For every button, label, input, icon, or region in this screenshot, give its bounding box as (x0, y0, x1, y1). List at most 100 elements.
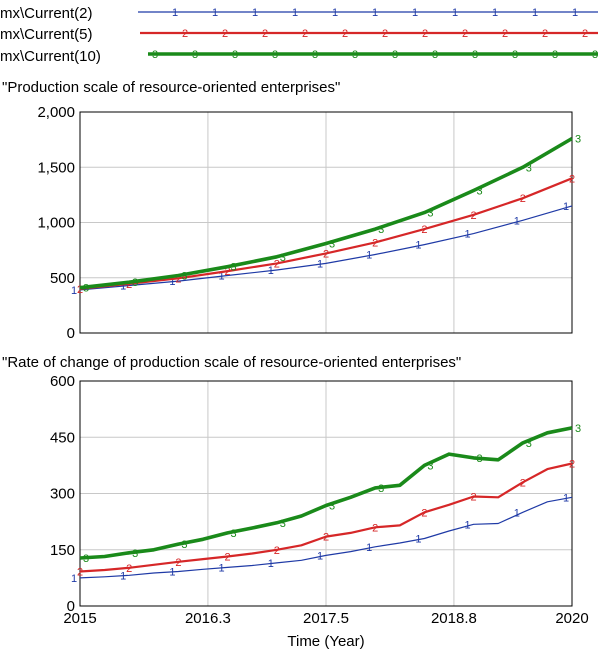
series-marker: 2 (274, 545, 280, 557)
series-marker: 2 (520, 477, 526, 489)
series-marker: 1 (366, 542, 372, 554)
x-tick-label: 2015 (63, 610, 96, 627)
y-tick-label: 450 (50, 429, 75, 446)
legend-line-current-2: 1 1 1 1 1 1 1 1 1 1 1 (138, 7, 598, 19)
series-marker: 3 (427, 460, 433, 472)
series-marker: 3 (181, 271, 187, 283)
legend-marker: 3 (152, 49, 158, 61)
series-marker: 2 (323, 532, 329, 544)
plot-frame (79, 380, 573, 607)
series-marker: 1 (563, 201, 569, 213)
legend-marker: 3 (352, 49, 358, 61)
series-marker: 1 (465, 229, 471, 241)
series-marker: 2 (126, 563, 132, 575)
series-marker: 1 (120, 280, 126, 292)
legend-marker: 2 (342, 28, 348, 40)
y-tick-label: 2,000 (37, 104, 75, 121)
series-marker: 3 (477, 453, 483, 465)
series-marker: 1 (219, 562, 225, 574)
legend-line-current-5: 2 2 2 2 2 2 2 2 2 2 2 (140, 28, 598, 40)
plot-frame (79, 111, 573, 334)
y-tick-label: 150 (50, 542, 75, 559)
series-marker: 2 (126, 279, 132, 291)
series-line (79, 426, 573, 560)
series-marker: 2 (225, 552, 231, 564)
legend-marker: 3 (552, 49, 558, 61)
series-marker: 2 (225, 266, 231, 278)
series-marker: 3 (526, 438, 532, 450)
legend-marker: 2 (382, 28, 388, 40)
series-marker: 1 (514, 215, 520, 227)
series-marker: 1 (268, 265, 274, 277)
series-marker: 3 (427, 208, 433, 220)
series-marker: 1 (169, 276, 175, 288)
series-marker: 3 (575, 423, 581, 435)
series-marker: 2 (175, 557, 181, 569)
legend-marker: 1 (212, 7, 218, 19)
x-tick-label: 2017.5 (303, 610, 349, 627)
legend-marker: 2 (422, 28, 428, 40)
series-marker: 1 (465, 519, 471, 531)
legend-marker: 2 (462, 28, 468, 40)
series-line (79, 136, 573, 290)
series-marker: 3 (83, 553, 89, 565)
legend-marker: 2 (262, 28, 268, 40)
legend-marker: 2 (222, 28, 228, 40)
legend-marker: 1 (452, 7, 458, 19)
legend-label-current-5: mx\Current(5) (0, 26, 93, 43)
series-marker: 3 (329, 238, 335, 250)
series-marker: 2 (520, 193, 526, 205)
series-marker: 1 (563, 492, 569, 504)
series-line (79, 177, 573, 290)
x-tick-label: 2018.8 (431, 610, 477, 627)
legend-marker: 2 (582, 28, 588, 40)
series-marker: 3 (378, 224, 384, 236)
series-marker: 3 (231, 528, 237, 540)
series-marker: 2 (569, 459, 575, 471)
series-marker: 1 (415, 240, 421, 252)
series-marker: 1 (120, 570, 126, 582)
y-tick-label: 0 (67, 325, 75, 342)
series-marker: 2 (175, 273, 181, 285)
series-marker: 1 (268, 558, 274, 570)
series-marker: 3 (477, 185, 483, 197)
legend-marker: 3 (272, 49, 278, 61)
bottom-chart-title: "Rate of change of production scale of r… (2, 354, 461, 371)
legend-marker: 2 (182, 28, 188, 40)
legend-marker: 1 (532, 7, 538, 19)
series-marker: 3 (280, 518, 286, 530)
series-marker: 3 (575, 134, 581, 146)
series-marker: 2 (569, 173, 575, 185)
series-marker: 2 (421, 224, 427, 236)
legend-marker: 1 (252, 7, 258, 19)
legend-label-current-2: mx\Current(2) (0, 5, 93, 22)
series-marker: 3 (280, 252, 286, 264)
series-marker: 1 (415, 534, 421, 546)
legend-marker: 2 (302, 28, 308, 40)
series-marker: 1 (317, 258, 323, 270)
legend-marker: 3 (432, 49, 438, 61)
series-line (79, 205, 573, 291)
series-marker: 1 (514, 507, 520, 519)
y-tick-label: 300 (50, 486, 75, 503)
legend-label-current-10: mx\Current(10) (0, 48, 101, 65)
series-marker: 2 (421, 507, 427, 519)
bottom-chart: 0 150 300 450 600 2015 2016.3 2017.5 2018.8 2020 1… (50, 373, 589, 627)
series-marker: 1 (71, 285, 77, 297)
legend-marker: 1 (292, 7, 298, 19)
legend-line-current-10: 3 3 3 3 3 3 3 3 3 3 3 3 (148, 49, 598, 61)
series-marker: 1 (71, 573, 77, 585)
series-marker: 2 (372, 237, 378, 249)
series-marker: 2 (372, 522, 378, 534)
series-line (79, 496, 573, 579)
legend-marker: 1 (572, 7, 578, 19)
series-marker: 2 (77, 284, 83, 296)
legend-marker: 3 (192, 49, 198, 61)
series-marker: 1 (366, 250, 372, 262)
y-tick-label: 600 (50, 373, 75, 390)
y-tick-label: 0 (67, 598, 75, 615)
y-tick-label: 500 (50, 270, 75, 287)
